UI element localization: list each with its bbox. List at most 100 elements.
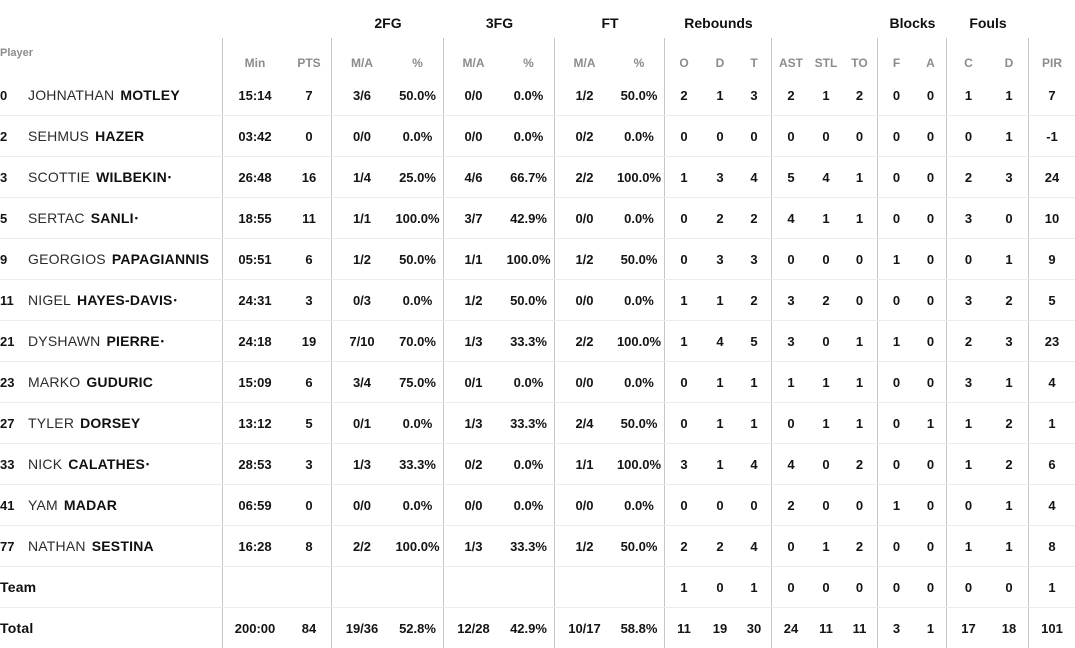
stat-reb-o: 1 <box>680 169 688 185</box>
player-number: 33 <box>0 456 15 472</box>
stat-min: 15:14 <box>238 87 272 103</box>
stat-min: 24:31 <box>238 292 272 308</box>
stat-pts: 5 <box>287 403 332 443</box>
stat-foul-c: 1 <box>964 538 973 554</box>
stat-blk-f: 0 <box>892 579 901 595</box>
stat-foul-c: 1 <box>964 456 973 472</box>
stat-2fg-pct: 50.0% <box>392 239 444 279</box>
stat-ft-pct <box>614 567 665 607</box>
stat-pts: 6 <box>287 239 332 279</box>
stat-2fg-pct: 0.0% <box>392 280 444 320</box>
stat-ft-pct: 100.0% <box>614 157 665 197</box>
col-header-min: Min <box>244 56 266 70</box>
stat-pts: 16 <box>287 157 332 197</box>
player-number: 27 <box>0 415 15 431</box>
stat-to: 1 <box>842 362 878 402</box>
stat-min: 16:28 <box>238 538 272 554</box>
stat-reb-t: 1 <box>737 362 772 402</box>
stat-3fg-pct: 0.0% <box>503 485 555 525</box>
stat-pir: 9 <box>1048 251 1056 267</box>
stat-reb-d: 1 <box>716 374 724 390</box>
stat-blk-a: 0 <box>915 239 947 279</box>
stat-foul-c: 0 <box>964 128 973 144</box>
player-first-name: SERTAC <box>28 210 85 226</box>
player-first-name: DYSHAWN <box>28 333 101 349</box>
stat-blk-f: 0 <box>892 169 901 185</box>
starter-dot-icon: • <box>146 459 150 469</box>
stat-3fg-ma: 1/3 <box>464 415 483 431</box>
stat-3fg-ma: 4/6 <box>464 169 483 185</box>
starter-dot-icon: • <box>134 213 138 223</box>
stat-3fg-pct: 100.0% <box>503 239 555 279</box>
stat-blk-a: 1 <box>915 403 947 443</box>
stat-pir: 1 <box>1048 579 1056 595</box>
col-group-3fg: 3FG <box>485 15 514 31</box>
stat-foul-c: 1 <box>964 415 973 431</box>
starter-dot-icon: • <box>173 295 177 305</box>
stat-3fg-ma: 12/28 <box>457 620 490 636</box>
stat-to: 1 <box>842 157 878 197</box>
player-last-name: CALATHES <box>68 456 146 472</box>
stat-2fg-ma <box>332 567 392 607</box>
col-header-stl: STL <box>814 56 838 70</box>
stat-to: 0 <box>842 567 878 607</box>
player-first-name: JOHNATHAN <box>28 87 115 103</box>
stat-reb-o: 0 <box>680 415 688 431</box>
stat-foul-d: 1 <box>990 75 1029 115</box>
player-cell: 77 NATHAN SESTINA <box>0 526 223 566</box>
stat-reb-d: 0 <box>716 128 724 144</box>
table-row: 41 YAM MADAR 06:59 0 0/0 0.0% 0/0 0.0% 0… <box>0 484 1075 525</box>
col-group-rebounds: Rebounds <box>684 15 753 31</box>
stat-2fg-pct: 0.0% <box>392 403 444 443</box>
stat-pts: 3 <box>287 280 332 320</box>
player-cell: 11 NIGEL HAYES-DAVIS • <box>0 280 223 320</box>
stat-2fg-pct: 33.3% <box>392 444 444 484</box>
stat-ft-ma: 2/2 <box>575 169 594 185</box>
stat-reb-t: 4 <box>737 444 772 484</box>
stat-ast: 0 <box>787 579 795 595</box>
stat-2fg-pct: 25.0% <box>392 157 444 197</box>
player-cell: 3 SCOTTIE WILBEKIN • <box>0 157 223 197</box>
stat-ast: 4 <box>787 210 795 226</box>
stat-ft-pct: 50.0% <box>614 239 665 279</box>
col-header-ft-pct: % <box>614 38 665 75</box>
column-group-header-row: 2FG 3FG FT Rebounds Blocks Fouls <box>0 0 1075 38</box>
stat-foul-c: 0 <box>964 497 973 513</box>
stat-reb-o: 0 <box>680 210 688 226</box>
stat-stl: 0 <box>822 333 830 349</box>
stat-pts: 19 <box>287 321 332 361</box>
stat-pir: 5 <box>1048 292 1056 308</box>
stat-3fg-pct: 0.0% <box>503 75 555 115</box>
stat-blk-f: 0 <box>892 87 901 103</box>
stat-foul-d: 1 <box>990 116 1029 156</box>
stat-blk-a: 1 <box>915 608 947 648</box>
stat-foul-d: 18 <box>990 608 1029 648</box>
stat-2fg-ma: 1/1 <box>352 210 372 226</box>
stat-reb-t: 3 <box>737 75 772 115</box>
stat-stl: 11 <box>819 620 833 636</box>
player-last-name: PIERRE <box>106 333 160 349</box>
player-cell: 41 YAM MADAR <box>0 485 223 525</box>
player-first-name: GEORGIOS <box>28 251 106 267</box>
starter-dot-icon: • <box>167 172 172 182</box>
stat-3fg-ma <box>444 567 503 607</box>
stat-reb-d: 1 <box>716 87 724 103</box>
player-number: 5 <box>0 210 8 226</box>
stat-foul-c: 2 <box>964 169 973 185</box>
stat-ft-pct: 58.8% <box>614 608 665 648</box>
player-first-name: TYLER <box>28 415 75 431</box>
team-row: Team 1 0 1 0 0 0 0 0 0 0 1 <box>0 566 1075 607</box>
stat-3fg-pct: 0.0% <box>503 362 555 402</box>
player-cell: 0 JOHNATHAN MOTLEY <box>0 75 223 115</box>
stat-pts: 3 <box>287 444 332 484</box>
stat-2fg-ma: 0/0 <box>352 497 372 513</box>
stat-reb-o: 0 <box>680 128 688 144</box>
stat-min: 15:09 <box>238 374 272 390</box>
stat-reb-d: 1 <box>716 292 724 308</box>
stat-blk-f: 0 <box>892 374 901 390</box>
stat-blk-f: 0 <box>892 456 901 472</box>
stat-stl: 1 <box>822 210 830 226</box>
player-last-name: GUDURIC <box>86 374 154 390</box>
stat-reb-t: 0 <box>737 485 772 525</box>
stat-ft-ma: 0/0 <box>575 374 594 390</box>
